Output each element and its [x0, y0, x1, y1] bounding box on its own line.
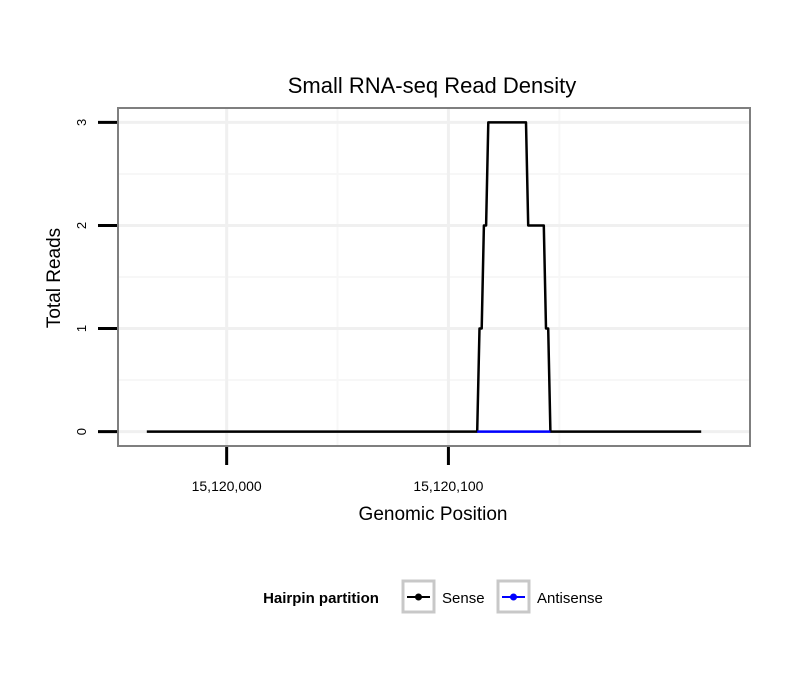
- y-tick-label: 3: [74, 119, 89, 126]
- x-tick-label: 15,120,100: [413, 478, 483, 494]
- y-tick-label: 1: [74, 325, 89, 332]
- grid-minor: [118, 108, 750, 446]
- plot-panel-border: [117, 107, 751, 447]
- y-tick-label: 2: [74, 222, 89, 229]
- x-axis-label: Genomic Position: [359, 504, 508, 525]
- legend-title: Hairpin partition: [263, 590, 379, 607]
- x-axis: 15,120,000 15,120,100: [192, 447, 484, 494]
- y-tick-label: 0: [74, 428, 89, 435]
- series-layer: [146, 121, 702, 433]
- legend-entry-sense[interactable]: Sense: [401, 579, 485, 614]
- legend-entry-antisense[interactable]: Antisense: [496, 579, 603, 614]
- legend: Hairpin partition Sense Antisense: [263, 579, 603, 614]
- y-axis: 0 1 2 3: [74, 119, 117, 435]
- chart-title: Small RNA-seq Read Density: [288, 73, 577, 98]
- legend-dot-sense: [415, 593, 422, 601]
- y-axis-label: Total Reads: [44, 228, 65, 328]
- legend-dot-antisense: [510, 593, 517, 601]
- series-line-sense: [146, 121, 702, 433]
- legend-label-antisense: Antisense: [537, 590, 603, 607]
- x-tick-label: 15,120,000: [192, 478, 262, 494]
- legend-label-sense: Sense: [442, 590, 485, 607]
